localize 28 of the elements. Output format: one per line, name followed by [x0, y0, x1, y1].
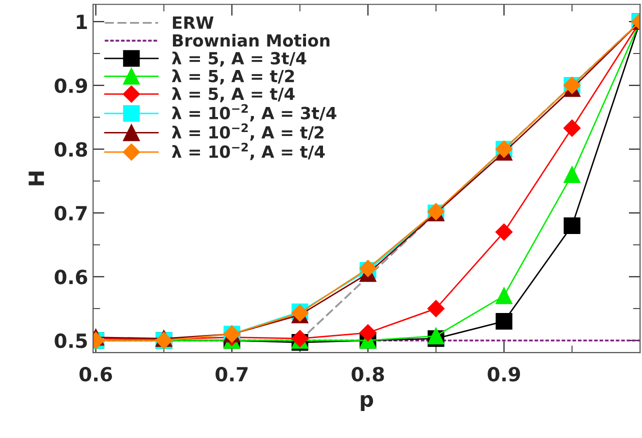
point: [564, 217, 580, 234]
y-tick-label: 0.5: [54, 333, 87, 348]
legend-label: ERW: [172, 16, 214, 29]
x-axis-title: p: [360, 395, 374, 412]
point: [495, 224, 513, 241]
point: [427, 300, 445, 318]
x-tick-label: 0.9: [488, 366, 520, 382]
point: [564, 166, 580, 183]
legend-label: λ = 5, A = t/2: [172, 69, 294, 84]
point: [496, 313, 512, 330]
y-axis-title: H: [28, 172, 44, 186]
y-tick-label: 0.7: [54, 206, 87, 221]
x-tick-label: 0.6: [80, 366, 112, 382]
y-tick-label: 0.9: [54, 78, 87, 94]
legend-label: λ = 10$^{−2}$, A = t/4: [172, 142, 325, 160]
legend-label: λ = 5, A = t/4: [172, 87, 295, 102]
y-tick-label: 0.8: [54, 142, 88, 157]
legend-label: Brownian Motion: [172, 34, 330, 47]
point: [359, 324, 376, 342]
y-tick-label: 1: [76, 14, 87, 29]
x-tick-label: 0.8: [352, 366, 384, 382]
legend-label: λ = 10$^{−2}$, A = t/2: [172, 123, 324, 141]
legend-label: λ = 5, A = 3t/4: [172, 52, 306, 67]
point: [563, 120, 581, 137]
y-tick-label: 0.6: [54, 270, 88, 284]
point: [496, 287, 512, 304]
legend-label: λ = 10$^{−2}$, A = 3t/4: [172, 104, 336, 122]
x-tick-label: 0.7: [216, 366, 248, 382]
